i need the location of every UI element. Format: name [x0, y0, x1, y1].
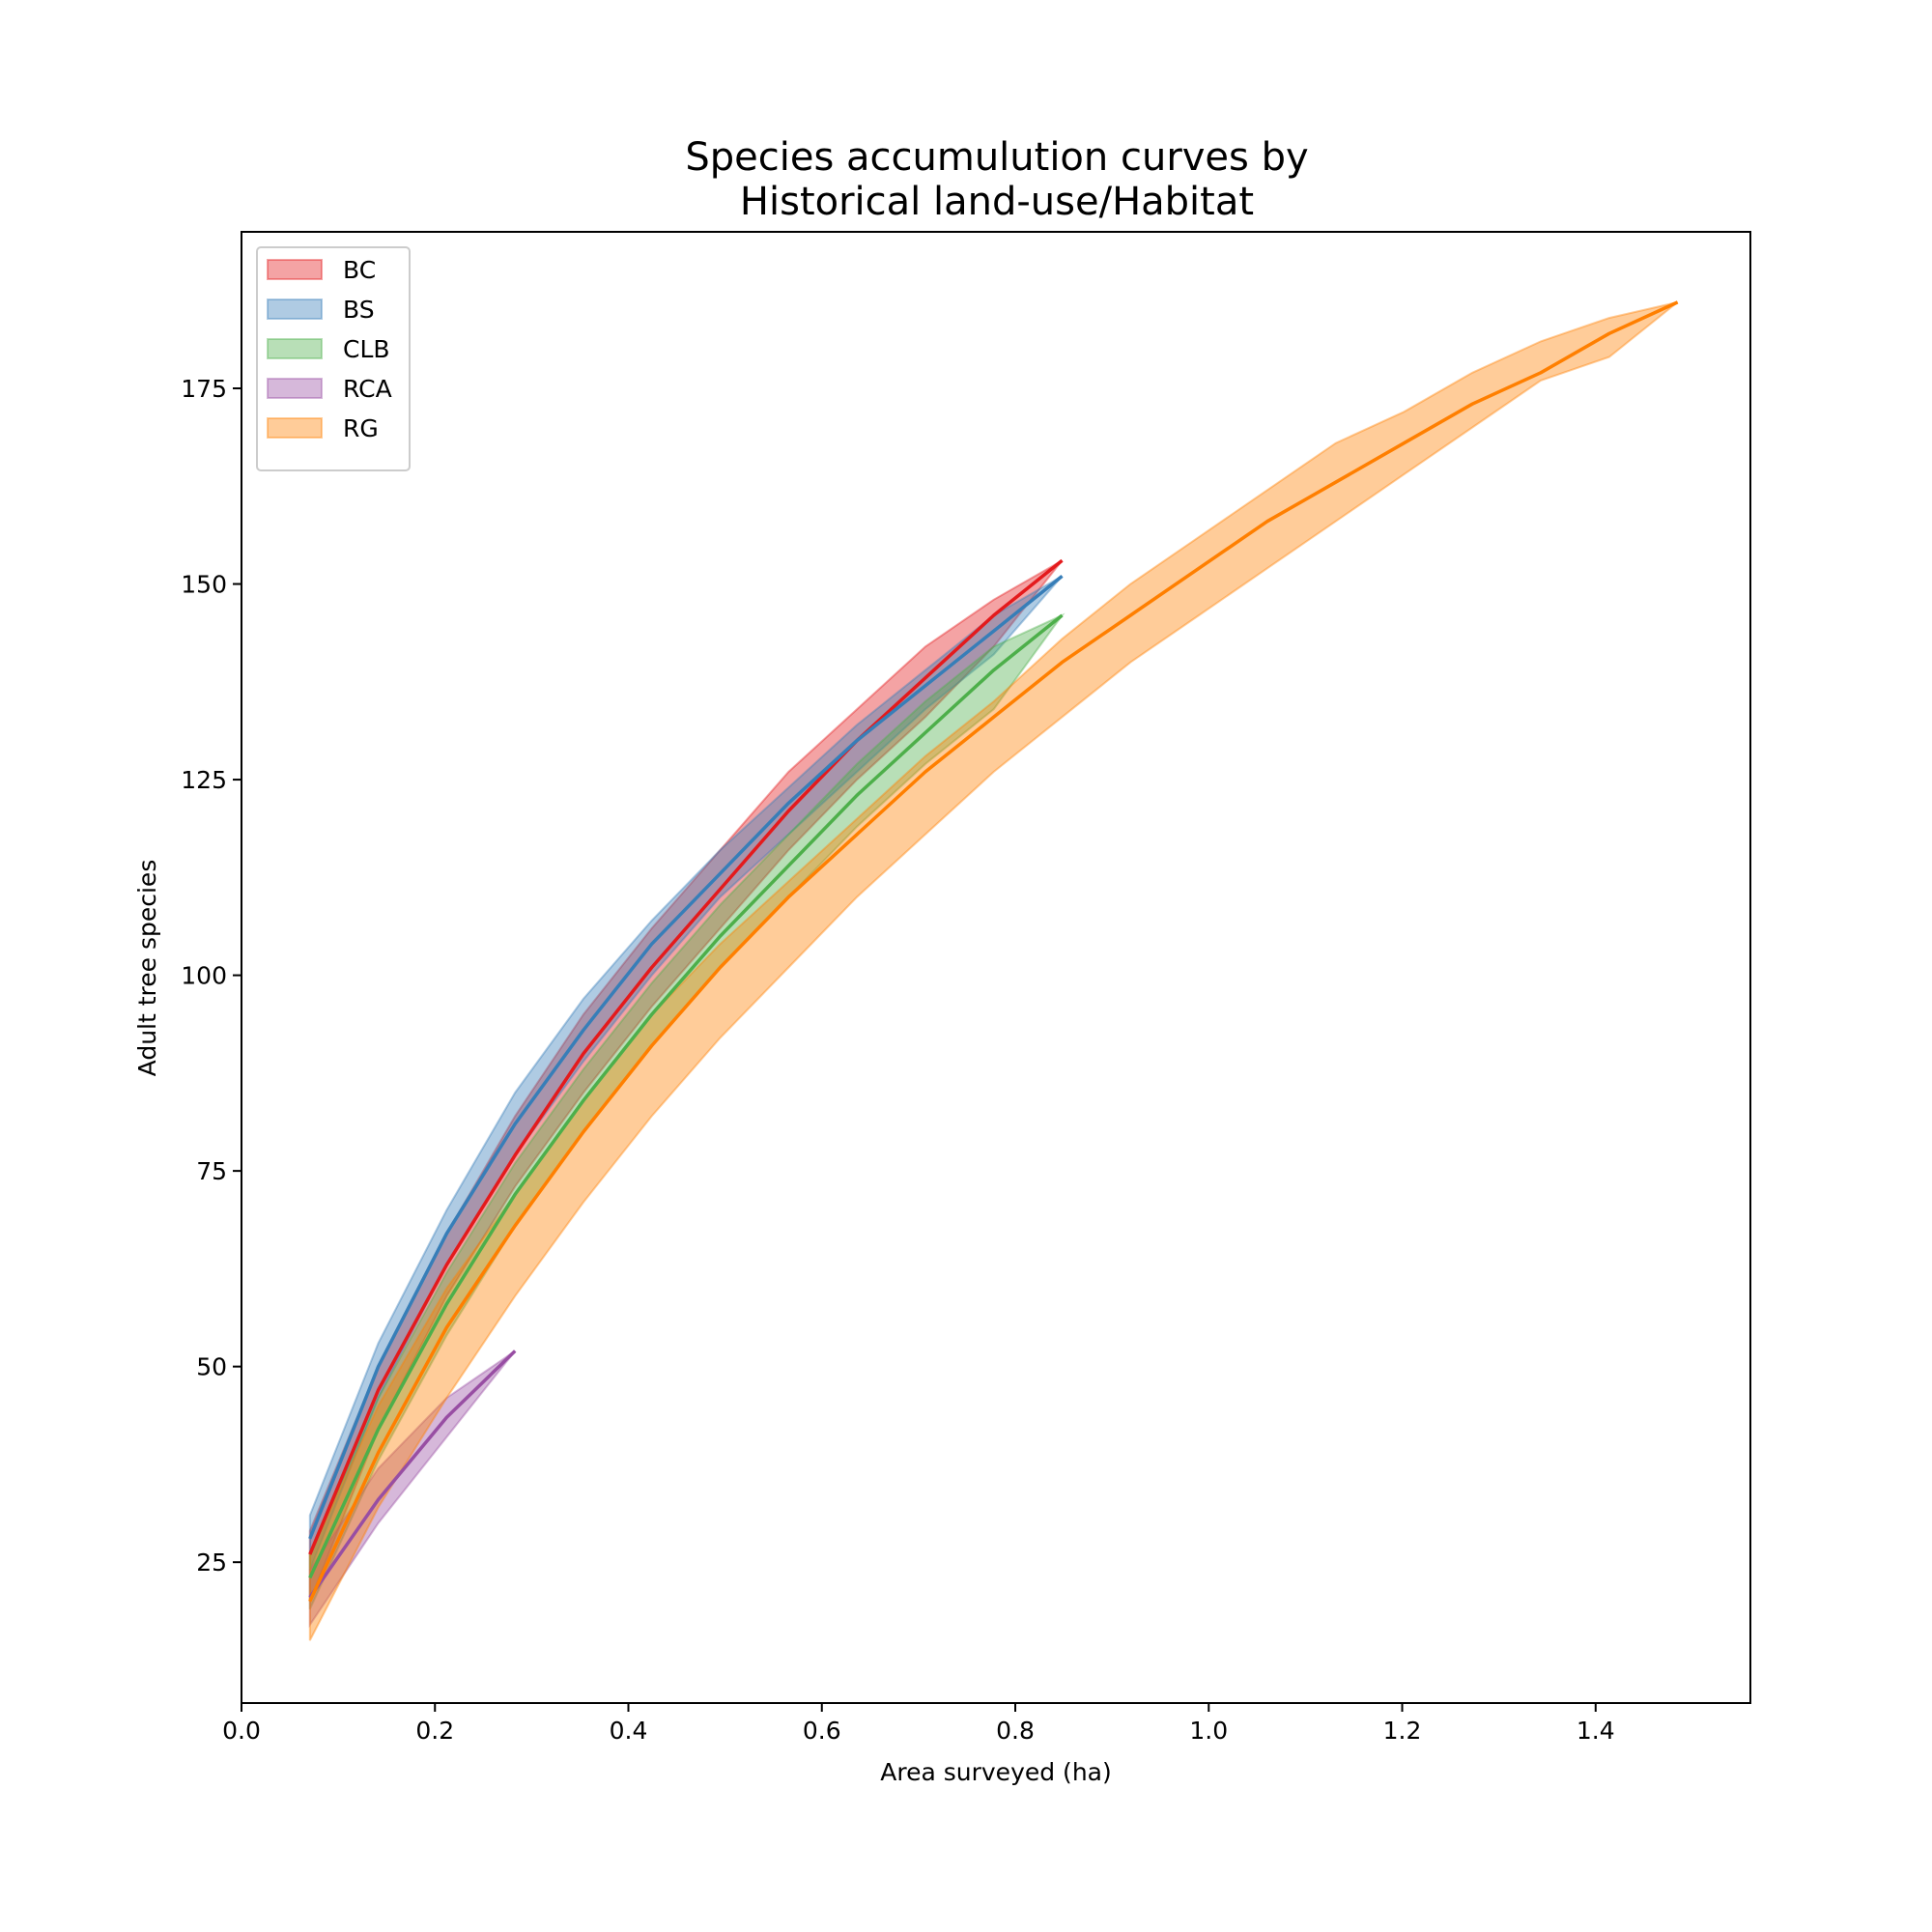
x-tick-label: 1.2 [1383, 1717, 1422, 1745]
confidence-bands [308, 300, 1679, 1641]
band-rg [308, 300, 1679, 1641]
x-tick-label: 0.2 [415, 1717, 454, 1745]
legend-label: RCA [343, 375, 392, 403]
legend-label: BC [343, 256, 376, 284]
x-tick-label: 0.0 [222, 1717, 261, 1745]
x-tick-label: 0.4 [610, 1717, 648, 1745]
legend-swatch [267, 338, 323, 359]
y-tick-label: 25 [196, 1548, 227, 1577]
legend-label: CLB [343, 335, 390, 363]
legend-box [256, 246, 411, 471]
legend: BC BS CLB RCA RG [256, 246, 411, 471]
x-tick-label: 1.0 [1189, 1717, 1228, 1745]
plot-frame [241, 231, 1751, 1704]
line-bs [308, 575, 1064, 1540]
legend-swatch [267, 378, 323, 399]
x-axis-ticks: 0.0 0.2 0.4 0.6 0.8 1.0 1.2 1.4 [222, 1703, 1615, 1745]
legend-swatch [267, 259, 323, 280]
y-axis-ticks: 25 50 75 100 125 150 175 [181, 375, 242, 1577]
x-tick-label: 1.4 [1577, 1717, 1615, 1745]
series-lines [308, 300, 1679, 1603]
chart-title-line-1: Species accumulution curves by [685, 135, 1308, 180]
x-axis-label: Area surveyed (ha) [880, 1758, 1111, 1786]
x-tick-label: 0.8 [996, 1717, 1035, 1745]
legend-label: BS [343, 296, 375, 324]
y-axis-label: Adult tree species [133, 860, 161, 1077]
band-rca [308, 1350, 516, 1629]
legend-label: RG [343, 414, 379, 442]
line-rg [308, 300, 1679, 1603]
legend-swatch [267, 298, 323, 320]
y-tick-label: 150 [181, 571, 227, 599]
x-tick-label: 0.6 [803, 1717, 841, 1745]
legend-swatch [267, 417, 323, 439]
chart-title-line-2: Historical land-use/Habitat [740, 180, 1254, 224]
y-tick-label: 100 [181, 962, 227, 990]
y-tick-label: 75 [196, 1157, 227, 1185]
y-tick-label: 50 [196, 1353, 227, 1381]
y-tick-label: 125 [181, 766, 227, 794]
line-rca [308, 1350, 517, 1599]
line-clb [308, 613, 1064, 1579]
y-tick-label: 175 [181, 375, 227, 403]
line-bc [308, 558, 1064, 1555]
